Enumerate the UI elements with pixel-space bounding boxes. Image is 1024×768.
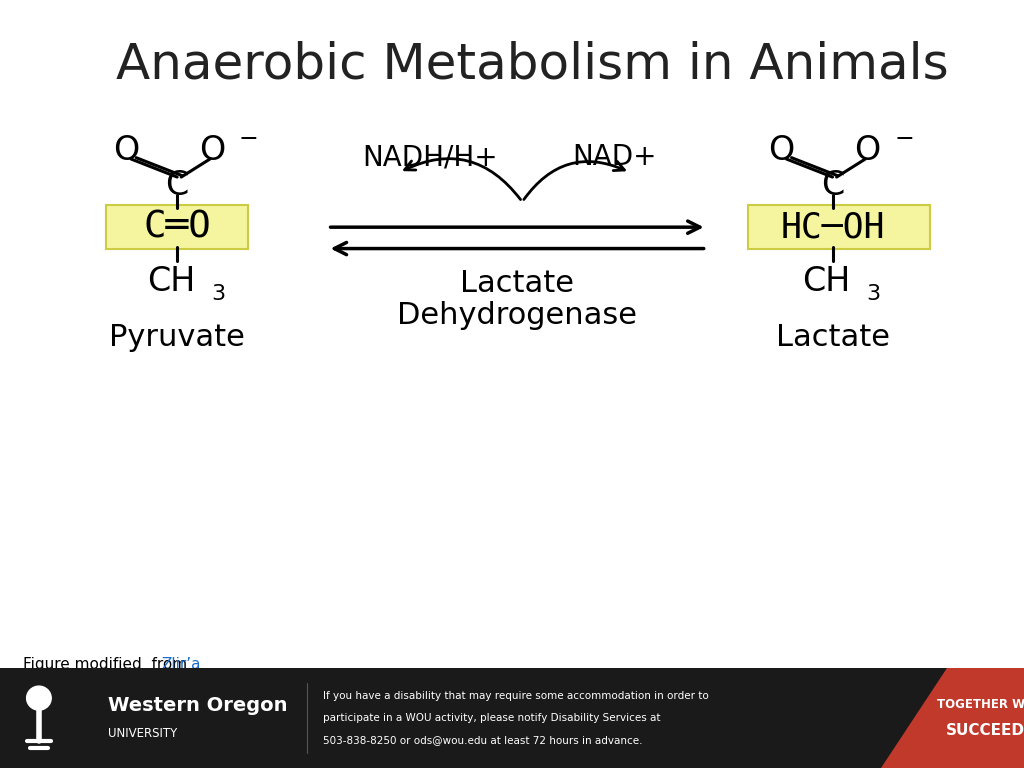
FancyBboxPatch shape	[748, 205, 930, 250]
Text: O: O	[113, 134, 139, 167]
Text: participate in a WOU activity, please notify Disability Services at: participate in a WOU activity, please no…	[323, 713, 660, 723]
Text: UNIVERSITY: UNIVERSITY	[108, 727, 177, 740]
Text: O: O	[854, 134, 881, 167]
Text: Anaerobic Metabolism in Animals: Anaerobic Metabolism in Animals	[116, 40, 949, 88]
Text: Figure modified  from: Figure modified from	[23, 657, 191, 672]
Text: Lactate: Lactate	[775, 323, 890, 352]
Text: −: −	[894, 127, 914, 151]
Text: Western Oregon: Western Oregon	[108, 696, 287, 714]
Text: CH: CH	[802, 266, 851, 299]
Text: 3: 3	[866, 284, 881, 304]
Text: SUCCEED: SUCCEED	[945, 723, 1024, 737]
Text: O: O	[199, 134, 225, 167]
Text: C═O: C═O	[143, 209, 211, 245]
Text: HC─OH: HC─OH	[780, 210, 885, 244]
Circle shape	[27, 686, 51, 710]
Text: CH: CH	[146, 266, 196, 299]
Text: 3: 3	[211, 284, 225, 304]
Text: TOGETHER WE: TOGETHER WE	[937, 697, 1024, 710]
Text: −: −	[239, 127, 259, 151]
Text: Zlir’a: Zlir’a	[162, 657, 202, 672]
Text: NAD+: NAD+	[572, 143, 656, 171]
Text: If you have a disability that may require some accommodation in order to: If you have a disability that may requir…	[323, 691, 709, 701]
Polygon shape	[881, 668, 1024, 768]
Text: Dehydrogenase: Dehydrogenase	[397, 301, 637, 330]
Text: Lactate: Lactate	[460, 270, 574, 299]
Text: NADH/H+: NADH/H+	[362, 143, 498, 171]
Text: O: O	[768, 134, 795, 167]
FancyBboxPatch shape	[106, 205, 248, 250]
Text: C: C	[166, 169, 188, 202]
Text: Pyruvate: Pyruvate	[110, 323, 245, 352]
Text: C: C	[821, 169, 844, 202]
Text: 503-838-8250 or ods@wou.edu at least 72 hours in advance.: 503-838-8250 or ods@wou.edu at least 72 …	[323, 735, 642, 745]
